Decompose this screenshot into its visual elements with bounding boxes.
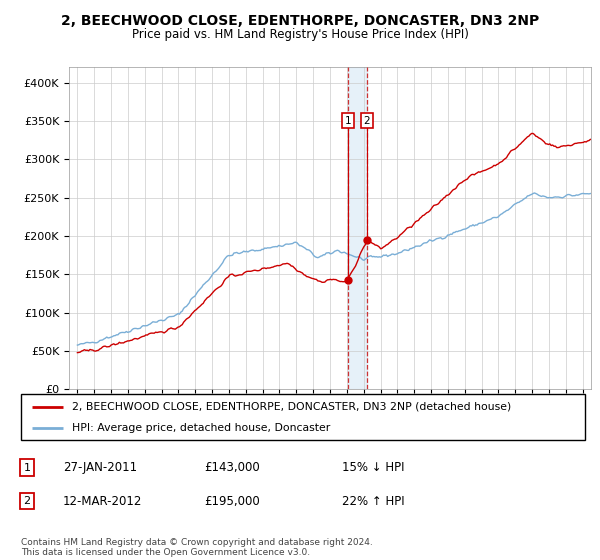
Text: 1: 1 xyxy=(23,463,31,473)
Text: 2, BEECHWOOD CLOSE, EDENTHORPE, DONCASTER, DN3 2NP (detached house): 2, BEECHWOOD CLOSE, EDENTHORPE, DONCASTE… xyxy=(72,402,511,412)
Text: 2: 2 xyxy=(23,496,31,506)
Text: 22% ↑ HPI: 22% ↑ HPI xyxy=(342,494,404,508)
Text: 1: 1 xyxy=(345,116,352,126)
Text: HPI: Average price, detached house, Doncaster: HPI: Average price, detached house, Donc… xyxy=(72,423,330,433)
Text: £195,000: £195,000 xyxy=(204,494,260,508)
Text: 12-MAR-2012: 12-MAR-2012 xyxy=(63,494,142,508)
Text: Contains HM Land Registry data © Crown copyright and database right 2024.
This d: Contains HM Land Registry data © Crown c… xyxy=(21,538,373,557)
Text: 2, BEECHWOOD CLOSE, EDENTHORPE, DONCASTER, DN3 2NP: 2, BEECHWOOD CLOSE, EDENTHORPE, DONCASTE… xyxy=(61,14,539,28)
Bar xyxy=(348,67,367,389)
Text: £143,000: £143,000 xyxy=(204,461,260,474)
Text: Price paid vs. HM Land Registry's House Price Index (HPI): Price paid vs. HM Land Registry's House … xyxy=(131,28,469,41)
Text: 27-JAN-2011: 27-JAN-2011 xyxy=(63,461,137,474)
FancyBboxPatch shape xyxy=(21,394,585,440)
Text: 2: 2 xyxy=(364,116,370,126)
Text: 15% ↓ HPI: 15% ↓ HPI xyxy=(342,461,404,474)
